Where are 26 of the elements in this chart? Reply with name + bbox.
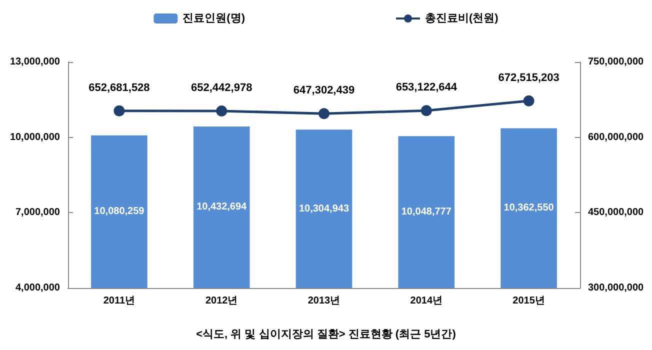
data-label: 10,048,777: [401, 206, 452, 218]
legend-label: 진료인원(명): [182, 12, 246, 24]
data-label: 652,681,528: [88, 82, 150, 94]
y2-tick-label: 600,000,000: [588, 132, 644, 143]
data-label: 653,122,644: [396, 82, 458, 94]
x-tick-label: 2014년: [410, 296, 443, 306]
data-label: 10,080,259: [94, 206, 145, 218]
y2-tick-label: 450,000,000: [588, 207, 644, 218]
data-label: 10,362,550: [504, 202, 554, 214]
y-tick-label: 4,000,000: [16, 282, 60, 294]
x-tick-label: 2015년: [512, 296, 545, 306]
y-tick-label: 7,000,000: [16, 207, 60, 218]
x-tick-label: 2012년: [205, 296, 238, 306]
data-label: 10,432,694: [196, 202, 248, 213]
data-label: 10,304,943: [298, 203, 350, 214]
y2-tick-label: 750,000,000: [588, 56, 644, 68]
data-label: 672,515,203: [498, 72, 560, 84]
y2-tick-label: 300,000,000: [588, 282, 644, 294]
y-tick-label: 13,000,000: [10, 56, 60, 68]
legend-label: 총진료비(천원): [425, 12, 499, 24]
data-label: 652,442,978: [191, 82, 252, 94]
data-label: 647,302,439: [293, 84, 355, 97]
y-tick-label: 10,000,000: [10, 132, 60, 143]
text: <식도, 위 및 십이지장의 질환> 진료현황 (최근 5년간): [196, 328, 456, 340]
x-tick-label: 2011년: [103, 296, 136, 306]
x-tick-label: 2013년: [308, 296, 340, 306]
